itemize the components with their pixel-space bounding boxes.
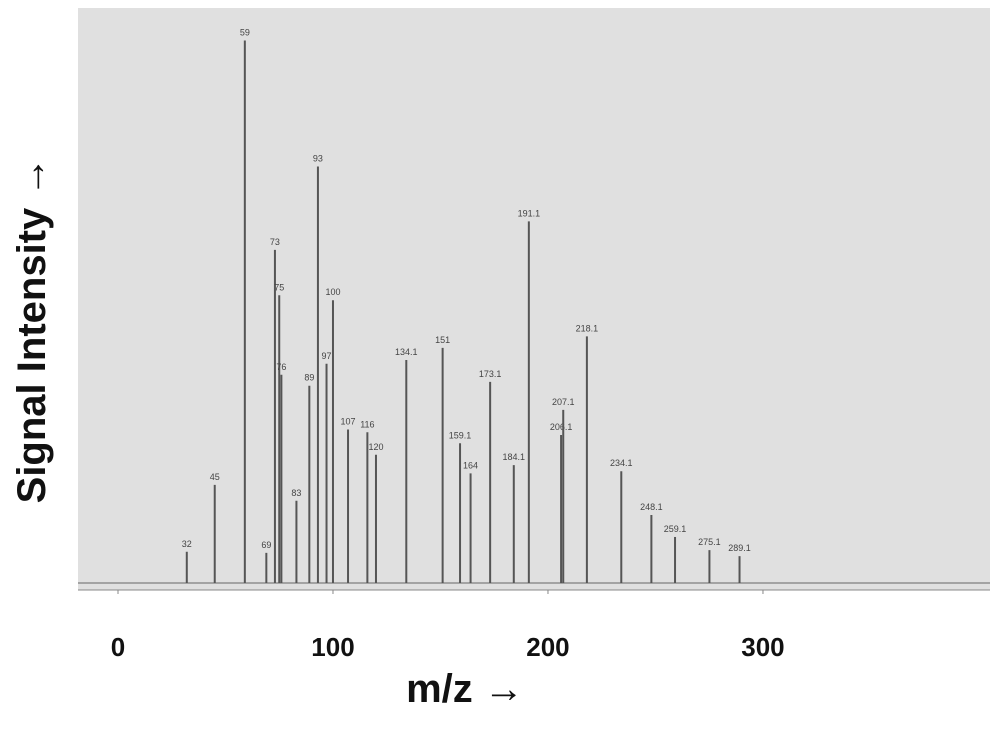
peak-label: 93 bbox=[313, 154, 323, 164]
x-tick-label: 200 bbox=[526, 632, 569, 662]
x-axis-title: m/z → bbox=[406, 667, 524, 711]
peak-label: 206.1 bbox=[550, 422, 573, 432]
peak-label: 218.1 bbox=[576, 323, 599, 333]
peak-label: 134.1 bbox=[395, 347, 418, 357]
peak-label: 45 bbox=[210, 472, 220, 482]
y-axis-title: Signal Intensity → bbox=[10, 157, 54, 504]
peak-label: 120 bbox=[368, 442, 383, 452]
peak-label: 289.1 bbox=[728, 543, 751, 553]
x-tick-label: 100 bbox=[311, 632, 354, 662]
peak-label: 259.1 bbox=[664, 524, 687, 534]
peak-label: 107 bbox=[341, 417, 356, 427]
peak-label: 69 bbox=[261, 540, 271, 550]
x-tick-label: 0 bbox=[111, 632, 125, 662]
peak-label: 173.1 bbox=[479, 369, 502, 379]
peak-label: 83 bbox=[291, 488, 301, 498]
peak-label: 97 bbox=[322, 351, 332, 361]
peak-label: 100 bbox=[325, 287, 340, 297]
peak-label: 59 bbox=[240, 27, 250, 37]
peak-label: 191.1 bbox=[518, 208, 541, 218]
peak-label: 73 bbox=[270, 237, 280, 247]
peak-label: 234.1 bbox=[610, 458, 633, 468]
x-tick-label: 300 bbox=[741, 632, 784, 662]
peak-label: 75 bbox=[274, 282, 284, 292]
peak-label: 159.1 bbox=[449, 430, 472, 440]
peak-label: 164 bbox=[463, 460, 478, 470]
peak-label: 275.1 bbox=[698, 537, 721, 547]
peak-label: 116 bbox=[360, 419, 374, 429]
peak-label: 32 bbox=[182, 539, 192, 549]
peak-label: 248.1 bbox=[640, 502, 663, 512]
peak-label: 89 bbox=[304, 373, 314, 383]
peak-label: 207.1 bbox=[552, 397, 575, 407]
peak-label: 151 bbox=[435, 335, 450, 345]
plot-area bbox=[78, 8, 990, 590]
peak-label: 184.1 bbox=[503, 452, 526, 462]
peak-label: 76 bbox=[276, 362, 286, 372]
